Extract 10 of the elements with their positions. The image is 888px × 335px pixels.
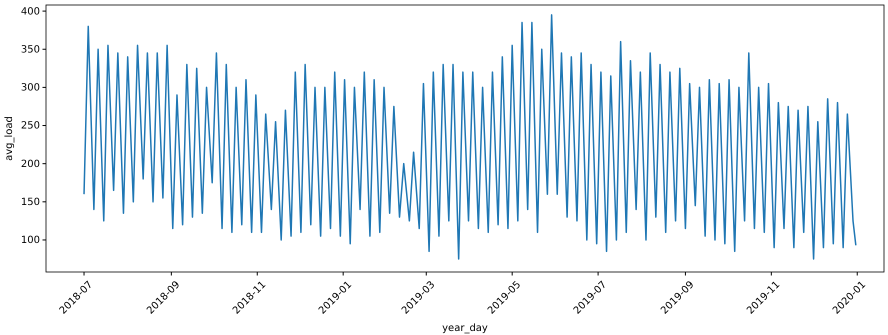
x-axis-title: year_day	[442, 323, 488, 334]
y-axis-title: avg_load	[4, 116, 15, 161]
y-tick-label: 300	[20, 82, 40, 94]
y-tick-label: 400	[20, 6, 40, 18]
line-series	[83, 14, 857, 260]
y-tick-label: 200	[20, 158, 40, 170]
y-tick-label: 100	[20, 235, 40, 246]
y-tick-label: 250	[20, 120, 40, 132]
y-tick-label: 350	[20, 44, 40, 56]
y-tick-label: 150	[20, 197, 40, 208]
